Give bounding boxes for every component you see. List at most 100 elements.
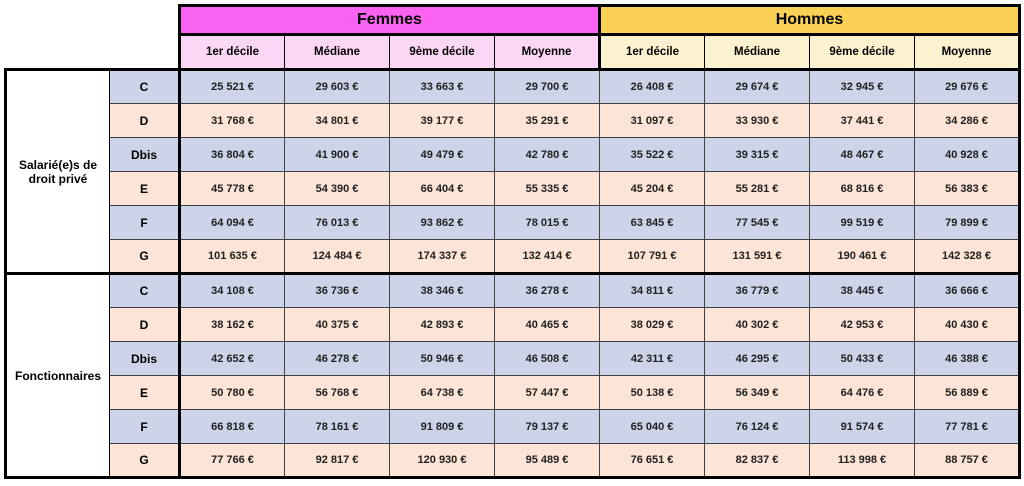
value-cell: 76 124 € (704, 409, 810, 444)
value-cell: 55 281 € (704, 171, 810, 206)
table-row: F 64 094 € 76 013 € 93 862 € 78 015 € 63… (6, 205, 1021, 240)
category-cell: G (109, 239, 181, 274)
col-header-femmes-9eme-decile: 9ème décile (389, 34, 495, 71)
value-cell: 78 015 € (494, 205, 600, 240)
col-header-femmes-1er-decile: 1er décile (178, 34, 285, 71)
value-cell: 131 591 € (704, 239, 810, 274)
value-cell: 77 766 € (179, 443, 285, 479)
value-cell: 26 408 € (599, 68, 705, 104)
table-row: Dbis 42 652 € 46 278 € 50 946 € 46 508 €… (6, 341, 1021, 376)
value-cell: 42 311 € (599, 341, 705, 376)
hommes-group-header: Hommes (598, 4, 1021, 36)
table-row: G 101 635 € 124 484 € 174 337 € 132 414 … (6, 239, 1021, 274)
value-cell: 64 738 € (389, 375, 495, 410)
value-cell: 37 441 € (809, 103, 915, 138)
row-section-label-fonctionnaires: Fonctionnaires (4, 272, 110, 479)
value-cell: 68 816 € (809, 171, 915, 206)
value-cell: 113 998 € (809, 443, 915, 479)
row-section-label-prive: Salarié(e)s de droit privé (4, 68, 110, 275)
value-cell: 91 574 € (809, 409, 915, 444)
category-cell: Dbis (109, 137, 181, 172)
value-cell: 57 447 € (494, 375, 600, 410)
col-header-hommes-9eme-decile: 9ème décile (809, 34, 915, 71)
value-cell: 82 837 € (704, 443, 810, 479)
value-cell: 46 388 € (914, 341, 1021, 376)
value-cell: 39 315 € (704, 137, 810, 172)
value-cell: 34 286 € (914, 103, 1021, 138)
value-cell: 50 946 € (389, 341, 495, 376)
value-cell: 95 489 € (494, 443, 600, 479)
value-cell: 50 780 € (179, 375, 285, 410)
value-cell: 42 893 € (389, 307, 495, 342)
value-cell: 174 337 € (389, 239, 495, 274)
value-cell: 46 278 € (284, 341, 390, 376)
blank-corner (5, 34, 180, 70)
value-cell: 36 278 € (494, 272, 600, 308)
category-cell: E (109, 375, 181, 410)
table-row: Dbis 36 804 € 41 900 € 49 479 € 42 780 €… (6, 137, 1021, 172)
value-cell: 38 029 € (599, 307, 705, 342)
value-cell: 56 889 € (914, 375, 1021, 410)
value-cell: 66 404 € (389, 171, 495, 206)
category-cell: F (109, 409, 181, 444)
value-cell: 92 817 € (284, 443, 390, 479)
value-cell: 33 663 € (389, 68, 495, 104)
salary-comparison-table: Femmes Hommes 1er décile Médiane 9ème dé… (4, 4, 1021, 479)
value-cell: 101 635 € (179, 239, 285, 274)
value-cell: 78 161 € (284, 409, 390, 444)
value-cell: 40 302 € (704, 307, 810, 342)
value-cell: 35 291 € (494, 103, 600, 138)
category-cell: D (109, 307, 181, 342)
value-cell: 79 137 € (494, 409, 600, 444)
value-cell: 40 430 € (914, 307, 1021, 342)
value-cell: 120 930 € (389, 443, 495, 479)
value-cell: 64 476 € (809, 375, 915, 410)
value-cell: 56 349 € (704, 375, 810, 410)
col-header-hommes-1er-decile: 1er décile (599, 34, 705, 71)
value-cell: 107 791 € (599, 239, 705, 274)
blank-corner (5, 5, 180, 35)
value-cell: 66 818 € (179, 409, 285, 444)
value-cell: 64 094 € (179, 205, 285, 240)
value-cell: 29 603 € (284, 68, 390, 104)
value-cell: 46 508 € (494, 341, 600, 376)
value-cell: 132 414 € (494, 239, 600, 274)
value-cell: 50 433 € (809, 341, 915, 376)
value-cell: 54 390 € (284, 171, 390, 206)
value-cell: 48 467 € (809, 137, 915, 172)
category-cell: D (109, 103, 181, 138)
table-row: D 31 768 € 34 801 € 39 177 € 35 291 € 31… (6, 103, 1021, 138)
value-cell: 40 375 € (284, 307, 390, 342)
value-cell: 76 651 € (599, 443, 705, 479)
value-cell: 76 013 € (284, 205, 390, 240)
category-cell: E (109, 171, 181, 206)
femmes-group-header: Femmes (178, 4, 601, 36)
value-cell: 99 519 € (809, 205, 915, 240)
category-cell: C (109, 272, 181, 308)
category-cell: F (109, 205, 181, 240)
value-cell: 31 768 € (179, 103, 285, 138)
value-cell: 40 928 € (914, 137, 1021, 172)
value-cell: 41 900 € (284, 137, 390, 172)
value-cell: 34 811 € (599, 272, 705, 308)
value-cell: 79 899 € (914, 205, 1021, 240)
col-header-hommes-mediane: Médiane (704, 34, 810, 71)
value-cell: 29 674 € (704, 68, 810, 104)
value-cell: 93 862 € (389, 205, 495, 240)
value-cell: 29 676 € (914, 68, 1021, 104)
value-cell: 38 346 € (389, 272, 495, 308)
value-cell: 25 521 € (179, 68, 285, 104)
value-cell: 45 204 € (599, 171, 705, 206)
value-cell: 55 335 € (494, 171, 600, 206)
value-cell: 33 930 € (704, 103, 810, 138)
value-cell: 38 162 € (179, 307, 285, 342)
value-cell: 190 461 € (809, 239, 915, 274)
category-cell: Dbis (109, 341, 181, 376)
value-cell: 36 804 € (179, 137, 285, 172)
value-cell: 42 780 € (494, 137, 600, 172)
table-row: D 38 162 € 40 375 € 42 893 € 40 465 € 38… (6, 307, 1021, 342)
table-row: E 45 778 € 54 390 € 66 404 € 55 335 € 45… (6, 171, 1021, 206)
value-cell: 142 328 € (914, 239, 1021, 274)
value-cell: 34 108 € (179, 272, 285, 308)
value-cell: 42 953 € (809, 307, 915, 342)
